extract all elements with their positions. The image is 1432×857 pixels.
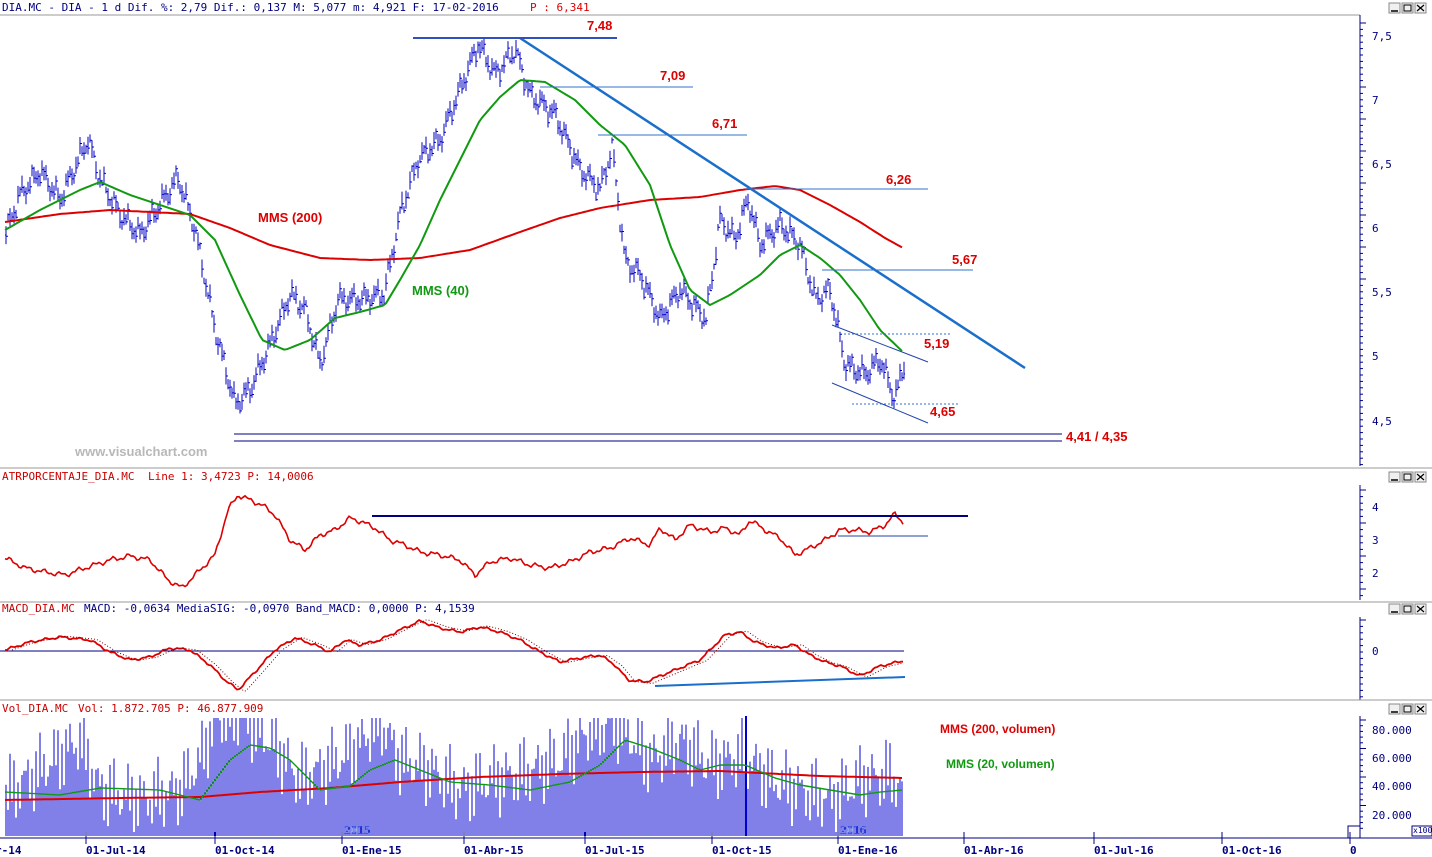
level-label-465: 4,65 xyxy=(930,404,955,419)
vol-tick-60000: 60.000 xyxy=(1372,752,1412,765)
close-icon xyxy=(1416,473,1425,481)
macd-tick-0: 0 xyxy=(1372,645,1379,658)
year-tag-2016: 2016 xyxy=(840,824,867,837)
macd-support-line xyxy=(654,676,906,687)
maximize-icon xyxy=(1403,473,1412,481)
chart-header-price: P : 6,341 xyxy=(530,1,590,14)
maximize-button[interactable] xyxy=(1401,603,1414,615)
minimize-button[interactable] xyxy=(1388,603,1401,615)
mms200-legend: MMS (200) xyxy=(258,210,322,225)
macd-indicator-params: MACD: -0,0634 MediaSIG: -0,0970 Band_MAC… xyxy=(84,602,475,615)
level-label-748: 7,48 xyxy=(587,18,612,33)
x-tick-9: 01-Jul-16 xyxy=(1094,844,1154,857)
vol-scale-box xyxy=(1411,825,1432,837)
close-icon xyxy=(1416,605,1425,613)
level-label-567: 5,67 xyxy=(952,252,977,267)
right-axis xyxy=(0,14,1432,844)
maximize-icon xyxy=(1403,705,1412,713)
panel-band-0 xyxy=(0,468,1432,485)
close-icon xyxy=(1416,705,1425,713)
x-tick-8: 01-Abr-16 xyxy=(964,844,1024,857)
level-label-519: 5,19 xyxy=(924,336,949,351)
level-label-671: 6,71 xyxy=(712,116,737,131)
x-tick-0: r-14 xyxy=(0,844,22,857)
price-tick-6: 6 xyxy=(1372,222,1379,235)
macd-panel-controls xyxy=(1388,603,1427,615)
price-tick-45: 4,5 xyxy=(1372,415,1392,428)
watermark: www.visualchart.com xyxy=(74,444,207,459)
channel-lower xyxy=(831,382,929,424)
descending-trend-line xyxy=(519,36,1026,370)
x-tick-4: 01-Abr-15 xyxy=(464,844,524,857)
minimize-button[interactable] xyxy=(1388,703,1401,715)
price-tick-75: 7,5 xyxy=(1372,30,1392,43)
atr-indicator-name: ATRPORCENTAJE_DIA.MC xyxy=(2,470,134,483)
vol-indicator-params: Vol: 1.872.705 P: 46.877.909 xyxy=(78,702,263,715)
x-tick-2: 01-Oct-14 xyxy=(215,844,275,857)
scroll-box xyxy=(1347,825,1361,839)
level-label-709: 7,09 xyxy=(660,68,685,83)
price-tick-5: 5 xyxy=(1372,350,1379,363)
macd-panel xyxy=(0,619,906,692)
vol-mms20-line xyxy=(4,739,903,801)
atr-tick-2: 2 xyxy=(1372,567,1379,580)
vol200-legend: MMS (200, volumen) xyxy=(940,722,1055,736)
price-tick-7: 7 xyxy=(1372,94,1379,107)
x-tick-3: 01-Ene-15 xyxy=(342,844,402,857)
mms40-legend: MMS (40) xyxy=(412,283,469,298)
macd-indicator-name: MACD_DIA.MC xyxy=(2,602,75,615)
volume-panel xyxy=(4,716,903,836)
maximize-icon xyxy=(1403,4,1412,12)
maximize-button[interactable] xyxy=(1401,471,1414,483)
x-tick-6: 01-Oct-15 xyxy=(712,844,772,857)
vol-scale-label: x100 xyxy=(1413,826,1432,835)
atr-panel xyxy=(4,494,968,588)
chart-header: DIA.MC - DIA - 1 d Dif. %: 2,79 Dif.: 0,… xyxy=(2,1,499,14)
atr-tick-4: 4 xyxy=(1372,501,1379,514)
x-tick-5: 01-Jul-15 xyxy=(585,844,645,857)
panel-band-1 xyxy=(0,602,1432,617)
vol-tick-40000: 40.000 xyxy=(1372,780,1412,793)
x-tick-7: 01-Ene-16 xyxy=(838,844,898,857)
maximize-icon xyxy=(1403,605,1412,613)
close-icon xyxy=(1416,4,1425,12)
macd-signal-line xyxy=(11,619,903,692)
mms40-line xyxy=(4,79,903,352)
vol-mms200-line xyxy=(4,770,903,801)
price-panel xyxy=(4,36,1062,442)
vol-indicator-name: Vol_DIA.MC xyxy=(2,702,68,715)
channel-upper xyxy=(831,324,929,363)
price-tick-65: 6,5 xyxy=(1372,158,1392,171)
price-panel-controls xyxy=(1388,2,1427,14)
level-label-626: 6,26 xyxy=(886,172,911,187)
minimize-button[interactable] xyxy=(1388,2,1401,14)
vol-tick-80000: 80.000 xyxy=(1372,724,1412,737)
x-tick-10: 01-Oct-16 xyxy=(1222,844,1282,857)
panel-band-2 xyxy=(0,700,1432,716)
atr-panel-controls xyxy=(1388,471,1427,483)
atr-indicator-params: Line 1: 3,4723 P: 14,0006 xyxy=(148,470,314,483)
x-tick-1: 01-Jul-14 xyxy=(86,844,146,857)
x-tick-11: 0 xyxy=(1350,844,1357,857)
volume-bars xyxy=(5,718,903,836)
price-bars xyxy=(5,37,905,414)
maximize-button[interactable] xyxy=(1401,703,1414,715)
atr-line xyxy=(4,494,904,588)
year-tag-2015: 2015 xyxy=(344,824,371,837)
atr-tick-3: 3 xyxy=(1372,534,1379,547)
vol20-legend: MMS (20, volumen) xyxy=(946,757,1055,771)
level-label-441: 4,41 / 4,35 xyxy=(1066,429,1127,444)
macd-line xyxy=(4,619,904,691)
price-tick-55: 5,5 xyxy=(1372,286,1392,299)
minimize-button[interactable] xyxy=(1388,471,1401,483)
vol-panel-controls xyxy=(1388,703,1427,715)
vol-tick-20000: 20.000 xyxy=(1372,809,1412,822)
maximize-button[interactable] xyxy=(1401,2,1414,14)
